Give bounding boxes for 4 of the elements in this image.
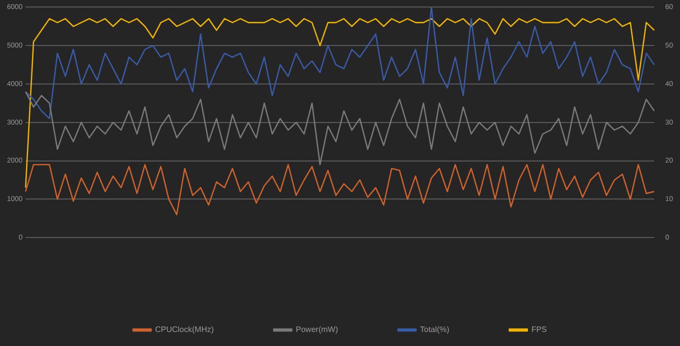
legend-label: Total(%) — [420, 325, 450, 334]
legend-label: Power(mW) — [296, 325, 338, 334]
legend-label: CPUClock(MHz) — [155, 325, 214, 334]
legend-label: FPS — [531, 325, 547, 334]
